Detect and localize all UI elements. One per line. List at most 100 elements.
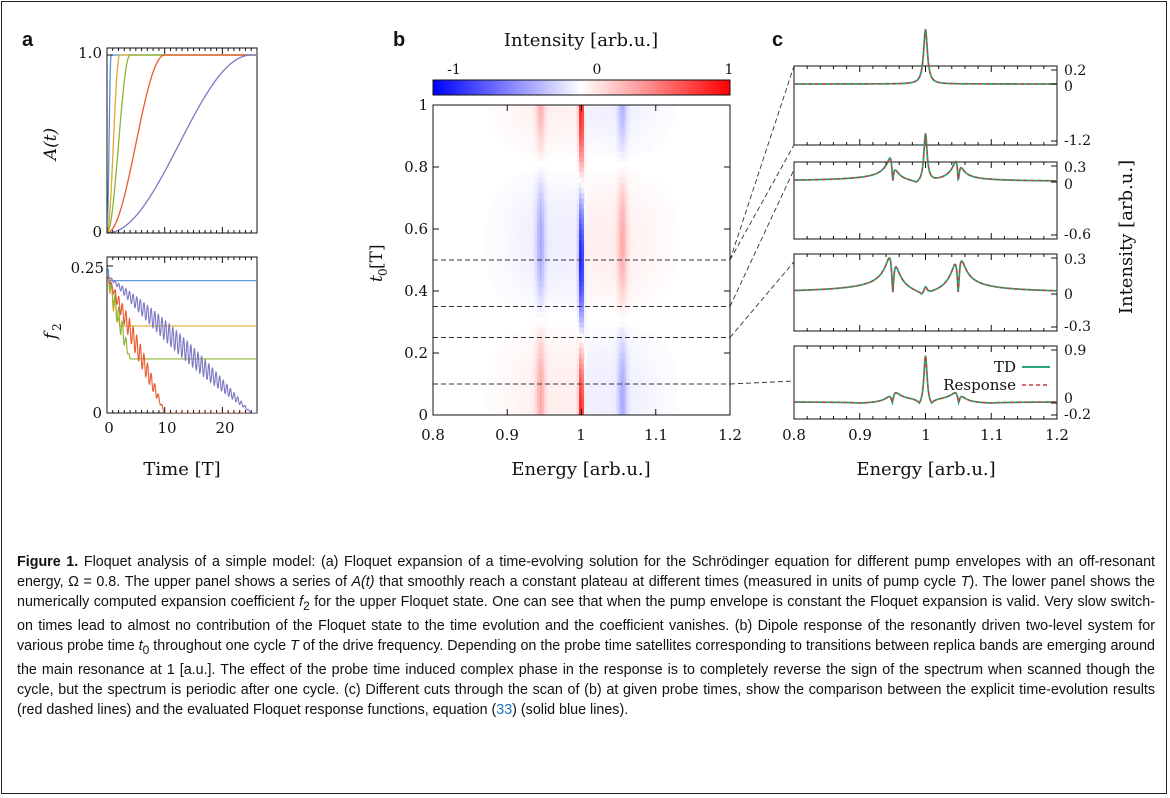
b-xtick-1.2: 1.2: [718, 426, 742, 444]
panel-label-b: b: [393, 29, 405, 51]
panel-a-bottom-ytick-1: 0.25: [71, 259, 104, 277]
c1-ytick-top: 0.2: [1064, 63, 1086, 79]
caption-text-4: for the upper Floquet state. One can see…: [17, 594, 1155, 654]
c-response-curve-0: [794, 29, 1057, 85]
c3-ytick-zero: 0: [1064, 287, 1073, 303]
b-ytick-0.8: 0.8: [404, 158, 428, 176]
c-td-curve-0: [794, 29, 1057, 85]
c-xtick-1: 1: [921, 426, 931, 444]
b-ylabel-unit: [T]: [367, 244, 387, 269]
c3-ytick-bottom: -0.3: [1064, 319, 1091, 335]
c-response-curve-3: [794, 355, 1057, 405]
a-top-series-2: [107, 54, 257, 233]
cut-connectors: [729, 65, 795, 385]
caption-text-5: throughout one cycle: [149, 637, 291, 654]
connector-2: [729, 261, 795, 338]
c1-ytick-zero: 0: [1064, 79, 1073, 95]
b-xtick-1: 1: [576, 426, 586, 444]
b-ylabel: t: [367, 275, 387, 282]
a-top-series-1: [107, 54, 257, 233]
b-ytick-0: 0: [418, 406, 428, 424]
a-top-series-4: [107, 54, 257, 233]
caption-T-2: T: [290, 637, 299, 654]
c1-ytick-bottom: -1.2: [1064, 133, 1091, 149]
c2-ytick-top: 0.3: [1064, 160, 1086, 176]
panel-a-xtick-0: 0: [104, 419, 114, 437]
caption-f2: f: [299, 594, 304, 610]
panel-a-bottom-ytick-0: 0: [92, 404, 102, 422]
panel-a-bottom-ylabel: f: [41, 330, 61, 341]
c-subplot-0: [793, 65, 1058, 146]
b-ytick-1: 1: [418, 96, 428, 114]
panel-a-top-ytick-0: 0: [92, 223, 102, 241]
a-bottom-series-0: [107, 268, 257, 290]
connector-3: [729, 380, 795, 385]
panel-a: 0 1.0 A(t) 0.25 0 f 2 0 10 20 Time [T]: [41, 44, 258, 480]
panel-a-top-frame: [106, 47, 258, 234]
b-xtick-1.1: 1.1: [644, 426, 668, 444]
caption-text-3: ). The lower panel shows the numerically…: [17, 574, 1155, 610]
panel-label-c: c: [772, 29, 783, 51]
c-xtick-1.1: 1.1: [980, 426, 1004, 444]
c-subplot-2: [793, 253, 1058, 332]
c-response-curve-1: [793, 133, 1058, 183]
caption-text-2: that smoothly reach a constant plateau a…: [374, 574, 961, 590]
panel-b: Intensity [arb.u.] -1 0 1 0 0.2 0.4 0.6 …: [367, 30, 742, 480]
caption-t0-sub: 0: [142, 642, 150, 657]
c-td-curve-3: [794, 355, 1057, 406]
panel-a-top-ytick-1: 1.0: [78, 44, 102, 62]
b-xlabel: Energy [arb.u.]: [511, 459, 650, 480]
caption-T-1: T: [960, 574, 970, 590]
c-ylabel: Intensity [arb.u.]: [1116, 160, 1137, 314]
caption-text-1: Floquet analysis of a simple model: (a) …: [17, 554, 1155, 590]
panel-a-xtick-10: 10: [157, 419, 176, 437]
a-bottom-series-3: [107, 274, 257, 413]
colorbar: [432, 79, 731, 96]
legend-td-label: TD: [994, 358, 1016, 376]
heatmap-cut-lines: [433, 259, 730, 385]
caption-a-t: A(t): [351, 574, 375, 590]
colorbar-title: Intensity [arb.u.]: [504, 30, 658, 51]
b-xtick-0.8: 0.8: [421, 426, 445, 444]
heatmap-ticks: [432, 104, 731, 416]
a-top-series-0: [107, 54, 257, 233]
a-top-series-3: [107, 54, 257, 233]
c-xtick-0.8: 0.8: [782, 426, 806, 444]
b-ytick-0.6: 0.6: [404, 220, 428, 238]
c-xtick-1.2: 1.2: [1045, 426, 1069, 444]
a-bottom-series-2: [107, 274, 257, 360]
figure-caption: Figure 1. Floquet analysis of a simple m…: [17, 552, 1155, 720]
panel-a-top-curves: [107, 54, 257, 233]
panel-a-bottom-curves: [107, 268, 257, 413]
colorbar-tick-neg1: -1: [447, 62, 461, 78]
caption-t0: t: [138, 637, 143, 654]
connector-1: [729, 169, 795, 307]
panel-a-bottom-ylabel-group: f 2: [41, 323, 64, 341]
b-ytick-0.2: 0.2: [404, 344, 428, 362]
panel-a-top-ylabel: A(t): [41, 128, 61, 162]
b-xtick-0.9: 0.9: [495, 426, 519, 444]
a-bottom-series-1: [107, 274, 257, 327]
c-subplot-1: [793, 161, 1058, 240]
c-response-curve-2: [793, 257, 1058, 295]
caption-equation-link[interactable]: 33: [496, 701, 513, 718]
caption-f2-sub: 2: [303, 598, 310, 613]
b-ytick-0.4: 0.4: [404, 282, 428, 300]
c2-ytick-bottom: -0.6: [1064, 227, 1091, 243]
panel-a-bottom-ticks: [106, 257, 252, 414]
colorbar-tick-1: 1: [725, 62, 734, 78]
colorbar-tick-0: 0: [593, 62, 602, 78]
c2-ytick-zero: 0: [1064, 177, 1073, 193]
c3-ytick-top: 0.3: [1064, 252, 1086, 268]
connector-0b: [729, 144, 795, 261]
a-bottom-series-4: [107, 274, 257, 413]
panel-a-top-ticks: [106, 48, 252, 234]
connector-0: [729, 65, 795, 261]
panel-label-a: a: [22, 29, 34, 51]
b-ylabel-group: t 0 [T]: [367, 244, 390, 282]
b-ylabel-sub: 0: [376, 268, 390, 276]
c4-ytick-bottom: -0.2: [1064, 407, 1091, 423]
c4-ytick-top: 0.9: [1064, 343, 1086, 359]
figure-graphic: a b c 0 1.0 A(t) 0.25 0 f 2 0 10 20 Time…: [22, 29, 1137, 480]
